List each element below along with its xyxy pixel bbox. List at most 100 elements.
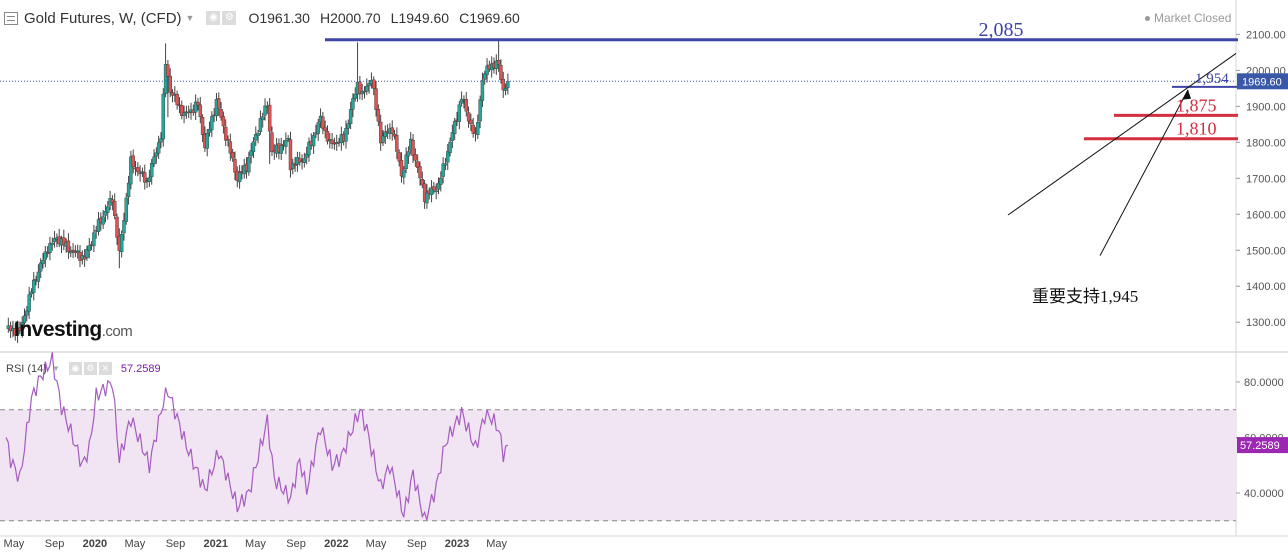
candle-body (38, 262, 43, 272)
candle-body (126, 182, 131, 197)
candle-body (115, 216, 119, 238)
rsi-last-badge (1237, 437, 1288, 454)
visibility-icon[interactable]: ◉ (206, 11, 221, 25)
candle-body (45, 252, 50, 255)
candle-body (196, 102, 200, 106)
candle-body (316, 122, 320, 134)
candle-body (374, 88, 378, 110)
x-tick-label: Sep (166, 538, 186, 550)
candle-body (372, 79, 376, 89)
candle-body (205, 132, 209, 149)
candle-body (50, 242, 54, 245)
candle-body (383, 131, 387, 137)
candle-body (293, 164, 297, 166)
candle-body (161, 93, 165, 140)
candle-body (434, 190, 438, 193)
candle-body (446, 151, 450, 163)
candle-body (52, 238, 57, 243)
candle-body (233, 159, 237, 173)
candle-body (457, 104, 462, 122)
candle-body (154, 152, 159, 157)
candle-body (432, 186, 436, 191)
candle-body (390, 127, 394, 134)
rsi-tick-label: 40.0000 (1244, 488, 1284, 500)
logo-brand: Investing (14, 318, 102, 341)
x-tick-label: 2022 (324, 538, 348, 550)
chart-header: Gold Futures, W, (CFD) ▼ ◉ ⚙ O1961.30 H2… (4, 8, 520, 28)
status-dot-icon (1145, 15, 1150, 21)
support-note: 重要支持1,945 (1032, 287, 1138, 306)
candle-body (439, 177, 443, 185)
level-1810-label: 1,810 (1176, 119, 1217, 139)
candle-body (346, 123, 350, 129)
settings-icon[interactable]: ⚙ (83, 362, 97, 375)
candle-body (506, 81, 510, 88)
candle-body (22, 315, 27, 324)
candle-body (483, 73, 487, 80)
last-price-label: 1969.60 (1242, 76, 1282, 88)
chevron-down-icon[interactable]: ▼ (185, 13, 195, 23)
y-tick-label: 1800.00 (1246, 137, 1286, 149)
rsi-label[interactable]: RSI (14) (6, 362, 47, 375)
candle-body (367, 83, 371, 87)
candle-body (429, 187, 434, 195)
candle-body (279, 145, 283, 154)
candle-body (480, 80, 485, 101)
candle-body (73, 251, 78, 253)
candle-body (448, 141, 452, 154)
candle-body (101, 216, 105, 225)
candle-body (496, 60, 501, 65)
candle-body (200, 117, 205, 135)
candle-body (129, 156, 133, 185)
candle-body (418, 166, 422, 179)
close-icon[interactable]: ✕ (98, 362, 112, 375)
candle-body (131, 155, 135, 168)
chevron-down-icon[interactable]: ▼ (51, 364, 60, 373)
x-tick-label: 2023 (445, 538, 469, 550)
investing-logo: Investing.com (14, 318, 133, 342)
candle-body (249, 150, 253, 157)
open-value: O1961.30 (248, 10, 310, 26)
candle-body (415, 161, 420, 168)
candle-body (25, 310, 29, 316)
x-tick-label: 2020 (83, 538, 107, 550)
y-tick-label: 1900.00 (1246, 101, 1286, 113)
market-status-text: Market Closed (1154, 11, 1232, 25)
candle-body (48, 243, 52, 254)
candle-body (224, 126, 228, 141)
candle-body (348, 109, 353, 125)
candle-body (71, 249, 75, 252)
symbol-title[interactable]: Gold Futures, W, (CFD) (24, 9, 182, 27)
x-tick-label: May (4, 538, 25, 550)
candle-body (180, 105, 184, 116)
rising-trendline (1007, 53, 1237, 216)
candle-body (503, 88, 508, 91)
market-status: Market Closed (1145, 11, 1231, 25)
candle-body (399, 159, 404, 177)
level-1954-label: 1,954 (1195, 71, 1229, 87)
candle-body (267, 104, 272, 132)
candle-body (256, 132, 260, 136)
candle-body (436, 182, 441, 190)
candle-body (106, 206, 110, 213)
visibility-icon[interactable]: ◉ (68, 362, 82, 375)
low-value: L1949.60 (390, 10, 450, 26)
y-tick-label: 1400.00 (1246, 281, 1286, 293)
candle-body (247, 157, 251, 173)
settings-icon[interactable]: ⚙ (222, 11, 237, 25)
candle-body (147, 177, 152, 182)
candle-body (152, 156, 156, 165)
x-tick-label: May (366, 538, 387, 550)
rsi-line (5, 352, 509, 521)
x-tick-label: Sep (286, 538, 306, 550)
annotation-arrow-head (1182, 89, 1191, 100)
menu-icon[interactable] (4, 11, 18, 25)
candle-body (168, 75, 172, 93)
candle-body (217, 98, 221, 109)
y-tick-label: 2100.00 (1246, 29, 1286, 41)
candle-body (411, 140, 415, 156)
candle-body (221, 116, 226, 127)
candle-body (365, 85, 369, 92)
candle-body (378, 121, 383, 144)
candle-body (469, 119, 473, 125)
